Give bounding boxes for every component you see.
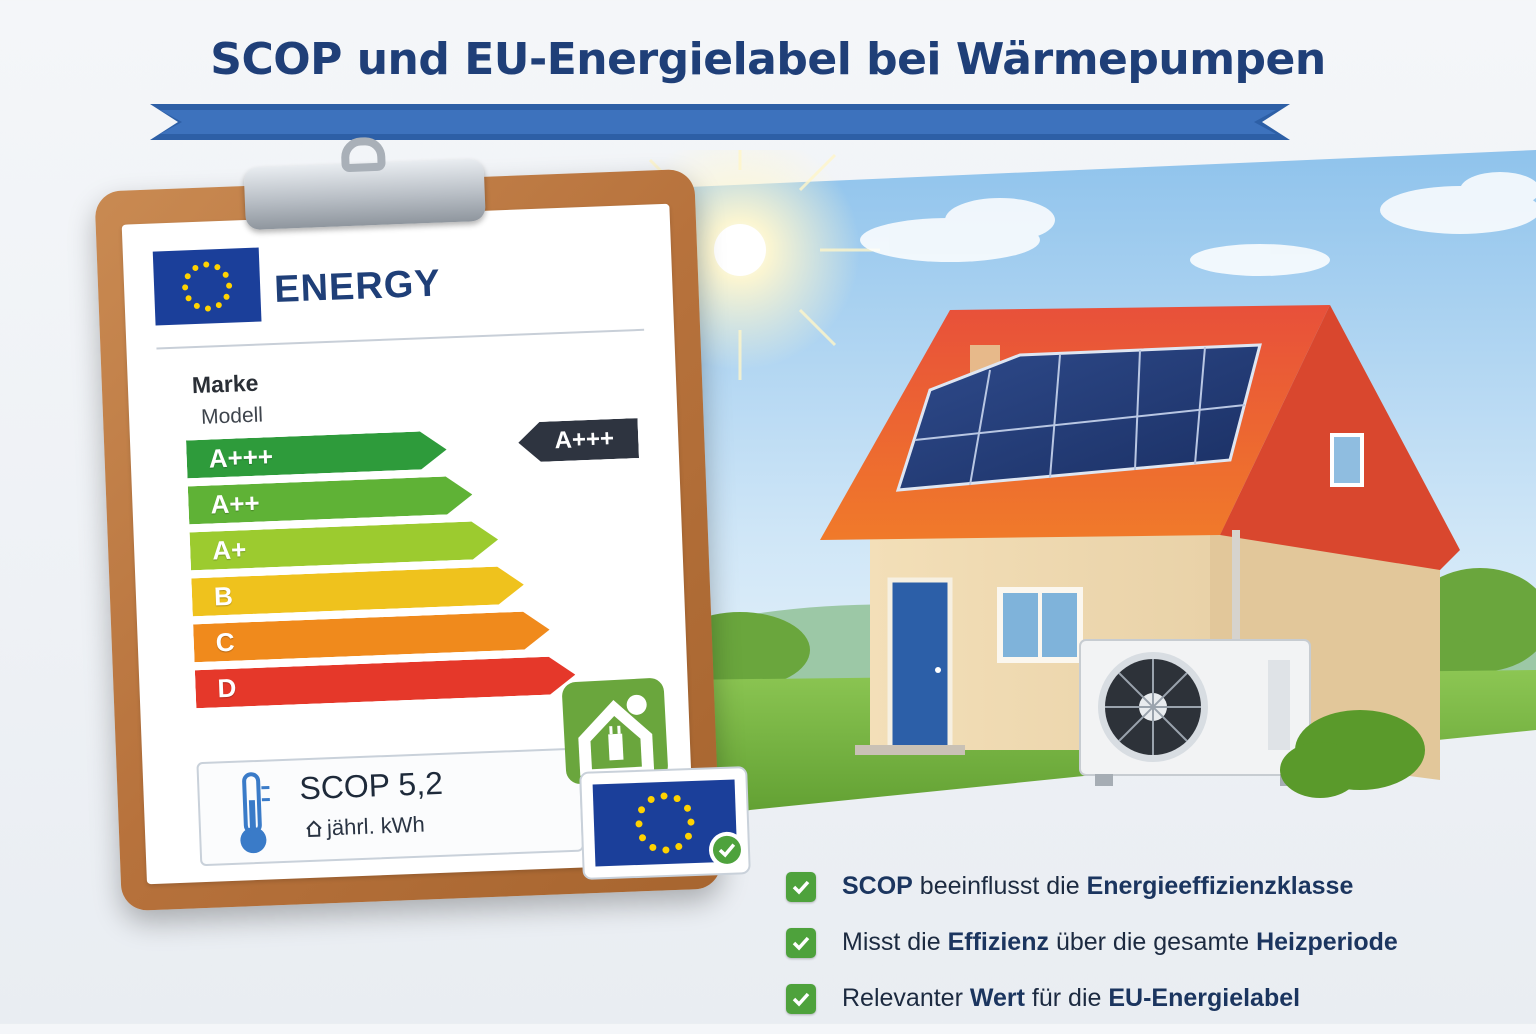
bullet-text: SCOP beeinflusst die Energieeffizienzkla…: [842, 872, 1353, 901]
bullet-text-part: Relevanter: [842, 984, 970, 1012]
eu-flag-icon: [153, 248, 262, 326]
eu-flag-card-icon: [578, 765, 752, 881]
check-icon: [786, 872, 816, 902]
efficiency-class-bar: C: [193, 611, 550, 663]
house-scene: [620, 150, 1536, 830]
efficiency-class-bar: A++: [188, 476, 473, 525]
divider: [156, 329, 644, 350]
energy-heading: ENERGY: [273, 263, 441, 312]
bullet-text-part: SCOP: [842, 872, 913, 900]
rating-indicator: A+++: [518, 418, 639, 463]
bullet-text-part: Heizperiode: [1256, 928, 1398, 956]
efficiency-class-bar: A+: [190, 521, 499, 571]
house-icon: [305, 819, 324, 838]
bullet-text-part: Energieeffizienzklasse: [1087, 872, 1354, 900]
bullet-text: Relevanter Wert für die EU-Energielabel: [842, 984, 1300, 1013]
list-item: Misst die Effizienz über die gesamte Hei…: [786, 922, 1526, 974]
bullet-text-part: beeinflusst die: [913, 872, 1087, 900]
benefit-list: SCOP beeinflusst die Energieeffizienzkla…: [786, 866, 1526, 1034]
scop-box: SCOP 5,2 jährl. kWh: [196, 748, 584, 867]
bullet-text-part: für die: [1025, 984, 1108, 1012]
scop-value: SCOP 5,2: [299, 765, 444, 807]
page-title: SCOP und EU-Energielabel bei Wärmepumpen: [0, 34, 1536, 85]
heat-pump-icon: [1080, 640, 1310, 786]
efficiency-class-bar: B: [191, 566, 524, 617]
title-ribbon: [0, 92, 1536, 152]
brand-label: Marke: [191, 370, 258, 400]
thermometer-icon: [229, 769, 276, 859]
clipboard-clip: [244, 159, 486, 230]
annual-consumption: jährl. kWh: [327, 812, 426, 842]
check-icon: [786, 928, 816, 958]
list-item: SCOP beeinflusst die Energieeffizienzkla…: [786, 866, 1526, 918]
check-icon: [786, 984, 816, 1014]
efficiency-class-bar: A+++: [186, 430, 447, 478]
bullet-text-part: Wert: [970, 984, 1025, 1012]
model-label: Modell: [201, 403, 264, 429]
bullet-text-part: EU-Energielabel: [1108, 984, 1300, 1012]
bullet-text-part: Effizienz: [948, 928, 1049, 956]
bullet-text: Misst die Effizienz über die gesamte Hei…: [842, 928, 1398, 957]
efficiency-class-bar: D: [195, 656, 576, 709]
list-item: Relevanter Wert für die EU-Energielabel: [786, 978, 1526, 1030]
bullet-text-part: über die gesamte: [1049, 928, 1256, 956]
bullet-text-part: Misst die: [842, 928, 948, 956]
